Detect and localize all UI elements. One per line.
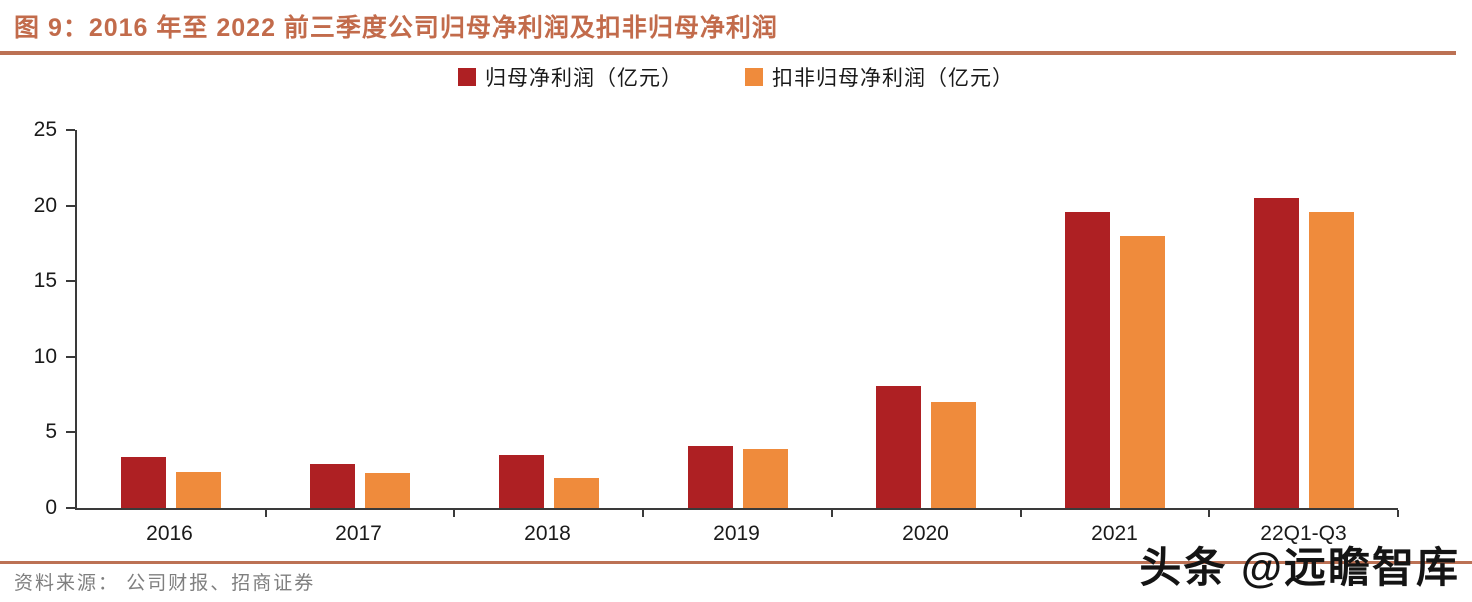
bar-series0-2017 bbox=[310, 464, 356, 508]
bar-series1-2018 bbox=[553, 477, 599, 508]
bar-group-2019 bbox=[643, 130, 832, 508]
legend-swatch-icon bbox=[458, 68, 476, 86]
y-axis-tick-label: 0 bbox=[45, 496, 57, 519]
bar-series0-2018 bbox=[498, 455, 544, 508]
x-label-2021: 2021 bbox=[1091, 522, 1138, 545]
x-label-2019: 2019 bbox=[713, 522, 760, 545]
legend-item-series1: 扣非归母净利润（亿元） bbox=[745, 62, 1014, 92]
bar-group-2017 bbox=[266, 130, 455, 508]
y-axis-tick-label: 15 bbox=[33, 269, 57, 293]
x-axis-tick bbox=[830, 510, 833, 517]
bar-group-2018 bbox=[454, 130, 643, 508]
y-axis-tick bbox=[66, 280, 75, 283]
legend-label: 归母净利润（亿元） bbox=[485, 67, 683, 90]
bar-series1-2019 bbox=[742, 449, 788, 508]
legend-swatch-icon bbox=[745, 68, 763, 86]
x-label-2017: 2017 bbox=[335, 522, 382, 545]
bar-series0-2019 bbox=[687, 446, 733, 508]
bar-group-2016 bbox=[77, 130, 266, 508]
x-label-22Q1-Q3: 22Q1-Q3 bbox=[1260, 522, 1347, 545]
x-label-2018: 2018 bbox=[524, 522, 571, 545]
bar-series0-22Q1-Q3 bbox=[1253, 198, 1299, 508]
y-axis-tick bbox=[66, 129, 75, 131]
x-label-2020: 2020 bbox=[902, 522, 949, 545]
x-axis-tick bbox=[453, 510, 456, 517]
x-label-2016: 2016 bbox=[146, 522, 193, 545]
x-axis-tick bbox=[1019, 510, 1022, 517]
x-axis-tick bbox=[1397, 510, 1399, 517]
bars-container bbox=[77, 130, 1398, 508]
bar-group-22Q1-Q3 bbox=[1209, 130, 1398, 508]
figure-title: 图 9：2016 年至 2022 前三季度公司归母净利润及扣非归母净利润 bbox=[0, 0, 1456, 55]
bar-series0-2016 bbox=[121, 456, 167, 508]
bar-series0-2020 bbox=[876, 385, 922, 508]
bar-series0-2021 bbox=[1064, 211, 1110, 508]
x-axis-labels: 2016 2017 2018 2019 2020 2021 22Q1-Q3 bbox=[75, 522, 1398, 546]
y-axis-tick-label: 25 bbox=[33, 118, 57, 141]
bar-group-2020 bbox=[832, 130, 1021, 508]
source-note: 资料来源： 公司财报、招商证券 bbox=[14, 573, 316, 594]
bar-group-2021 bbox=[1021, 130, 1210, 508]
y-axis-tick-label: 5 bbox=[45, 420, 57, 444]
y-axis-tick-label: 20 bbox=[33, 193, 57, 217]
y-axis-tick bbox=[66, 204, 75, 207]
bar-series1-2017 bbox=[365, 473, 411, 508]
y-axis-tick bbox=[66, 507, 75, 509]
x-axis-tick bbox=[264, 510, 267, 517]
x-axis-tick bbox=[1208, 510, 1211, 517]
chart-legend: 归母净利润（亿元） 扣非归母净利润（亿元） bbox=[0, 62, 1472, 92]
bottom-accent-rule bbox=[0, 561, 1472, 564]
y-axis-tick bbox=[66, 431, 75, 434]
y-axis-tick-label: 10 bbox=[33, 344, 57, 368]
bar-series1-22Q1-Q3 bbox=[1308, 211, 1354, 508]
bar-series1-2021 bbox=[1119, 235, 1165, 508]
legend-label: 扣非归母净利润（亿元） bbox=[772, 67, 1014, 90]
y-axis-tick bbox=[66, 355, 75, 358]
plot-area: 0 5 10 15 20 25 bbox=[34, 118, 1399, 519]
x-axis-tick bbox=[642, 510, 645, 517]
bar-series1-2020 bbox=[931, 402, 977, 508]
legend-item-series0: 归母净利润（亿元） bbox=[458, 62, 683, 92]
watermark: 头条 @远瞻智库 bbox=[1139, 544, 1460, 591]
bar-series1-2016 bbox=[176, 471, 222, 508]
